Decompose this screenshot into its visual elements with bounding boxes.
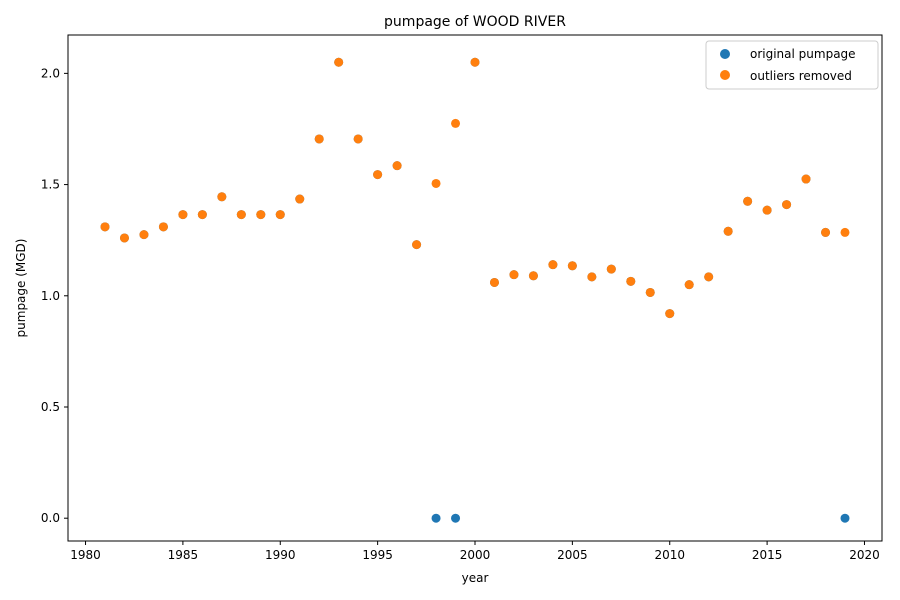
data-points — [100, 57, 850, 523]
x-tick-label: 2020 — [849, 548, 880, 562]
y-tick-label: 1.5 — [41, 178, 60, 192]
scatter-point — [840, 227, 850, 237]
scatter-point — [606, 264, 616, 274]
scatter-point — [236, 210, 246, 220]
scatter-point — [412, 240, 422, 250]
scatter-point — [100, 222, 110, 232]
scatter-point — [158, 222, 168, 232]
scatter-point — [431, 513, 441, 523]
scatter-point — [548, 260, 558, 270]
series-outliers-removed — [100, 57, 850, 319]
scatter-point — [704, 272, 714, 282]
x-axis-label: year — [462, 571, 489, 585]
x-tick-label: 2000 — [460, 548, 491, 562]
x-tick-label: 2015 — [752, 548, 783, 562]
scatter-point — [587, 272, 597, 282]
scatter-point — [743, 196, 753, 206]
scatter-point — [645, 287, 655, 297]
scatter-point — [197, 210, 207, 220]
scatter-point — [626, 276, 636, 286]
x-tick-label: 2010 — [654, 548, 685, 562]
legend-marker-outliers-removed — [720, 70, 730, 80]
chart-title: pumpage of WOOD RIVER — [384, 14, 566, 30]
scatter-point — [119, 233, 129, 243]
scatter-point — [353, 134, 363, 144]
scatter-point — [821, 227, 831, 237]
x-tick-label: 1995 — [362, 548, 393, 562]
legend-label-original-pumpage: original pumpage — [750, 47, 856, 61]
y-axis-ticks: 0.0 0.5 1.0 1.5 2.0 — [41, 66, 68, 525]
x-tick-label: 1985 — [168, 548, 199, 562]
scatter-point — [451, 118, 461, 128]
scatter-point — [451, 513, 461, 523]
x-tick-label: 1980 — [70, 548, 101, 562]
scatter-point — [217, 192, 227, 202]
scatter-point — [392, 161, 402, 171]
y-tick-label: 0.0 — [41, 511, 60, 525]
scatter-point — [762, 205, 772, 215]
y-axis-label: pumpage (MGD) — [14, 239, 28, 338]
scatter-point — [470, 57, 480, 67]
scatter-point — [178, 210, 188, 220]
scatter-point — [509, 270, 519, 280]
scatter-point — [139, 230, 149, 240]
plot-area — [68, 35, 882, 541]
scatter-point — [723, 226, 733, 236]
scatter-point — [840, 513, 850, 523]
x-tick-label: 2005 — [557, 548, 588, 562]
scatter-point — [665, 309, 675, 319]
legend-marker-original-pumpage — [720, 49, 730, 59]
scatter-point — [528, 271, 538, 281]
scatter-point — [275, 210, 285, 220]
scatter-point — [567, 261, 577, 271]
x-tick-label: 1990 — [265, 548, 296, 562]
legend: original pumpage outliers removed — [705, 40, 879, 90]
scatter-point — [256, 210, 266, 220]
scatter-point — [373, 170, 383, 180]
y-tick-label: 0.5 — [41, 400, 60, 414]
scatter-point — [314, 134, 324, 144]
scatter-point — [684, 280, 694, 290]
legend-box — [705, 40, 879, 90]
scatter-point — [334, 57, 344, 67]
scatter-point — [431, 178, 441, 188]
scatter-point — [489, 277, 499, 287]
scatter-point — [801, 174, 811, 184]
y-tick-label: 2.0 — [41, 66, 60, 80]
scatter-point — [295, 194, 305, 204]
legend-label-outliers-removed: outliers removed — [750, 69, 852, 83]
y-tick-label: 1.0 — [41, 289, 60, 303]
x-axis-ticks: 1980 1985 1990 1995 2000 2005 2010 2015 2020 — [70, 541, 880, 562]
scatter-point — [782, 200, 792, 210]
